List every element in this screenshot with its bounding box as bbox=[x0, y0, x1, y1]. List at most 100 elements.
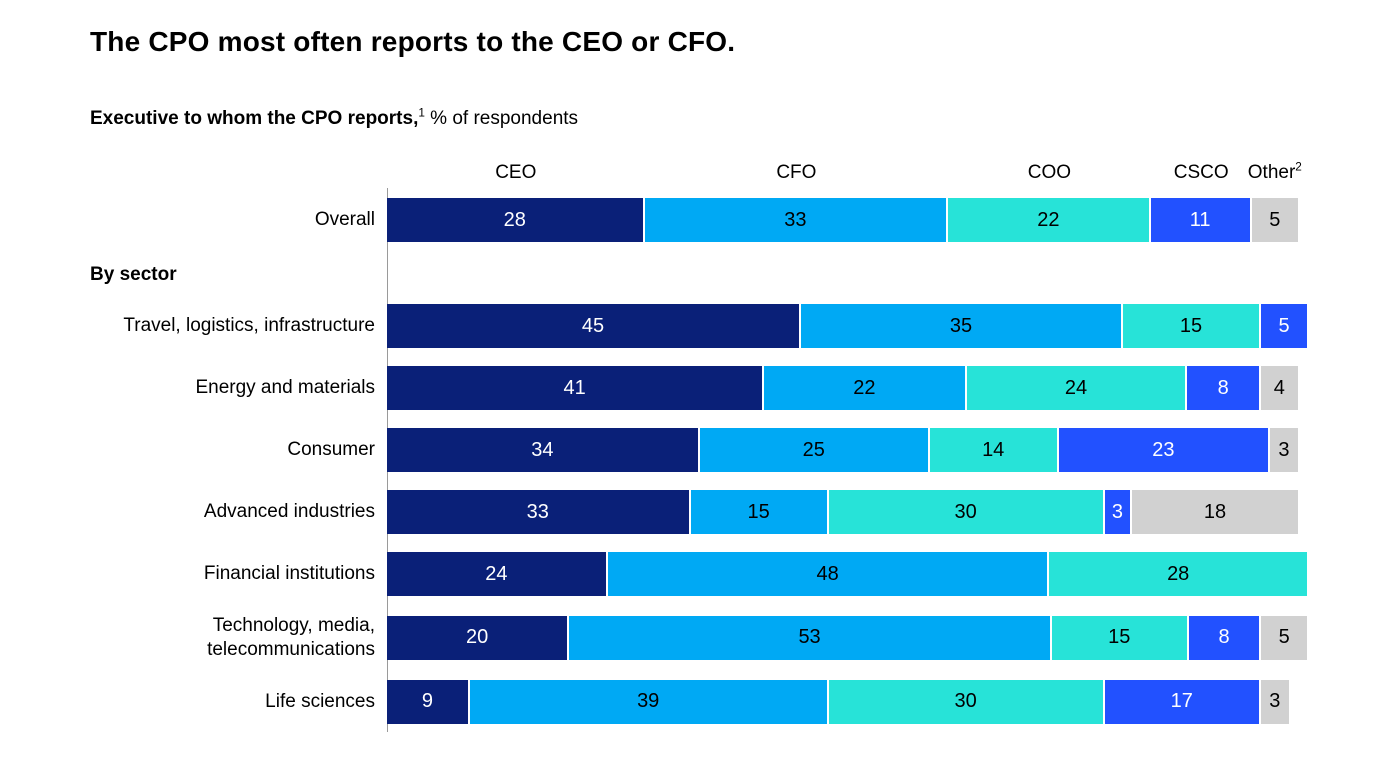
row-label: Overall bbox=[314, 209, 375, 231]
bar-value-label: 35 bbox=[949, 314, 973, 337]
bar-value-label: 3 bbox=[1278, 438, 1290, 461]
bar-segment-ceo: 34 bbox=[387, 428, 700, 472]
bar-value-label: 17 bbox=[1170, 690, 1193, 712]
bar-segment-csco: 23 bbox=[1058, 428, 1271, 472]
bar-segment-ceo: 33 bbox=[387, 490, 691, 534]
bar-segment-coo: 30 bbox=[828, 490, 1105, 534]
series-header-row: CEO CFO COO CSCO Other2 bbox=[90, 160, 1307, 198]
row-label: Life sciences bbox=[265, 690, 375, 712]
bar-value-label: 30 bbox=[954, 690, 977, 712]
bar-value-label: 5 bbox=[1269, 208, 1281, 231]
bar-segment-cfo: 48 bbox=[607, 552, 1050, 596]
bar-value-label: 15 bbox=[1108, 626, 1131, 649]
bar-segment-cfo: 53 bbox=[569, 615, 1052, 660]
bar-value-label: 9 bbox=[421, 690, 433, 712]
bar-segment-other: 3 bbox=[1270, 428, 1298, 472]
sector-row: Advanced industries 33 15 30 3 18 bbox=[90, 490, 1307, 534]
series-header-csco: CSCO bbox=[1173, 162, 1229, 183]
bar-segment-other: 18 bbox=[1132, 490, 1298, 534]
bar-value-label: 39 bbox=[637, 690, 660, 712]
bar-segment-cfo: 39 bbox=[469, 679, 829, 724]
bar-value-label: 22 bbox=[1037, 208, 1060, 231]
bar-value-label: 5 bbox=[1278, 314, 1290, 337]
bar-segment-csco: 5 bbox=[1261, 304, 1307, 348]
bar-segment-cfo: 33 bbox=[644, 198, 949, 242]
bar-segment-other: 4 bbox=[1260, 366, 1298, 410]
page: The CPO most often reports to the CEO or… bbox=[90, 26, 1397, 732]
bar-value-label: 14 bbox=[982, 438, 1005, 461]
bar-segment-csco: 8 bbox=[1187, 366, 1261, 410]
sector-row: Consumer 34 25 14 23 3 bbox=[90, 428, 1307, 472]
bar-value-label: 41 bbox=[563, 376, 586, 399]
row-label: Consumer bbox=[287, 439, 375, 461]
section-label: By sector bbox=[90, 264, 177, 285]
bar-value-label: 5 bbox=[1278, 626, 1290, 649]
bar-segment-csco: 17 bbox=[1104, 679, 1261, 724]
bar-value-label: 3 bbox=[1111, 500, 1123, 523]
bar-track: 9 39 30 17 3 bbox=[387, 679, 1307, 724]
bar-value-label: 24 bbox=[485, 562, 508, 585]
row-label: Energy and materials bbox=[195, 377, 375, 399]
bar-segment-other: 5 bbox=[1261, 615, 1307, 660]
bar-segment-cfo: 22 bbox=[764, 366, 967, 410]
subtitle-bold-text: Executive to whom the CPO reports, bbox=[90, 108, 419, 129]
bar-segment-cfo: 35 bbox=[801, 304, 1123, 348]
bar-track: 41 22 24 8 4 bbox=[387, 366, 1307, 410]
sector-row: Energy and materials 41 22 24 8 4 bbox=[90, 366, 1307, 410]
bar-value-label: 45 bbox=[581, 314, 605, 337]
sector-row: Travel, logistics, infrastructure 45 35 15 5 bbox=[90, 304, 1307, 348]
stacked-bar-chart: CEO CFO COO CSCO Other2 Overall 28 33 22 11 5 By … bbox=[90, 160, 1307, 732]
bar-segment-other: 3 bbox=[1260, 679, 1289, 724]
bar-segment-ceo: 45 bbox=[387, 304, 801, 348]
bar-value-label: 34 bbox=[531, 438, 554, 461]
bar-value-label: 28 bbox=[503, 208, 526, 231]
bar-segment-coo: 15 bbox=[1051, 615, 1189, 660]
bar-segment-ceo: 24 bbox=[387, 552, 608, 596]
bar-segment-csco: 3 bbox=[1104, 490, 1133, 534]
bar-segment-ceo: 20 bbox=[387, 615, 570, 660]
bar-track: 33 15 30 3 18 bbox=[387, 490, 1307, 534]
bar-track: 24 48 28 bbox=[387, 552, 1307, 596]
bar-segment-ceo: 41 bbox=[387, 366, 765, 410]
bar-value-label: 33 bbox=[526, 500, 549, 523]
bar-value-label: 23 bbox=[1152, 438, 1175, 461]
series-header-other: Other2 bbox=[1247, 160, 1302, 183]
bar-track: 45 35 15 5 bbox=[387, 304, 1307, 348]
subtitle-rest-text: % of respondents bbox=[424, 108, 579, 129]
bar-track: 20 53 15 8 5 bbox=[387, 615, 1307, 660]
series-header-cfo: CFO bbox=[776, 162, 817, 183]
bar-value-label: 30 bbox=[954, 500, 977, 523]
row-label: Advanced industries bbox=[203, 501, 375, 523]
row-label: Travel, logistics, infrastructure bbox=[123, 315, 375, 337]
bar-segment-coo: 24 bbox=[966, 366, 1188, 410]
bar-value-label: 25 bbox=[802, 438, 825, 461]
bar-segment-cfo: 25 bbox=[699, 428, 930, 472]
bar-value-label: 18 bbox=[1203, 500, 1227, 523]
bar-segment-csco: 8 bbox=[1188, 615, 1262, 660]
sector-row: Financial institutions 24 48 28 bbox=[90, 552, 1307, 596]
bar-value-label: 15 bbox=[1179, 314, 1203, 337]
bar-value-label: 24 bbox=[1064, 376, 1088, 399]
series-header-track: CEO CFO COO CSCO Other2 bbox=[387, 160, 1307, 188]
bar-value-label: 8 bbox=[1217, 376, 1229, 399]
bar-track: 34 25 14 23 3 bbox=[387, 428, 1307, 472]
bar-segment-other: 5 bbox=[1251, 198, 1298, 242]
sector-row: Technology, media, telecommunications 20 5… bbox=[90, 614, 1307, 662]
bar-value-label: 33 bbox=[784, 208, 807, 231]
row-label: Financial institutions bbox=[203, 563, 375, 585]
chart-subtitle: Executive to whom the CPO reports,1 % of… bbox=[90, 107, 1397, 130]
bar-segment-coo: 28 bbox=[1049, 552, 1307, 596]
bar-segment-coo: 22 bbox=[948, 198, 1151, 242]
bar-value-label: 48 bbox=[816, 562, 839, 585]
bar-value-label: 4 bbox=[1273, 376, 1285, 399]
bar-segment-coo: 15 bbox=[1123, 304, 1261, 348]
bar-segment-ceo: 9 bbox=[387, 679, 470, 724]
bar-segment-cfo: 15 bbox=[690, 490, 829, 534]
bar-value-label: 53 bbox=[798, 626, 821, 649]
bar-segment-coo: 30 bbox=[828, 679, 1105, 724]
bar-value-label: 15 bbox=[747, 500, 770, 523]
bar-value-label: 22 bbox=[853, 376, 876, 399]
bar-track: 28 33 22 11 5 bbox=[387, 198, 1307, 242]
bar-value-label: 8 bbox=[1218, 626, 1230, 649]
bar-value-label: 20 bbox=[465, 626, 489, 649]
